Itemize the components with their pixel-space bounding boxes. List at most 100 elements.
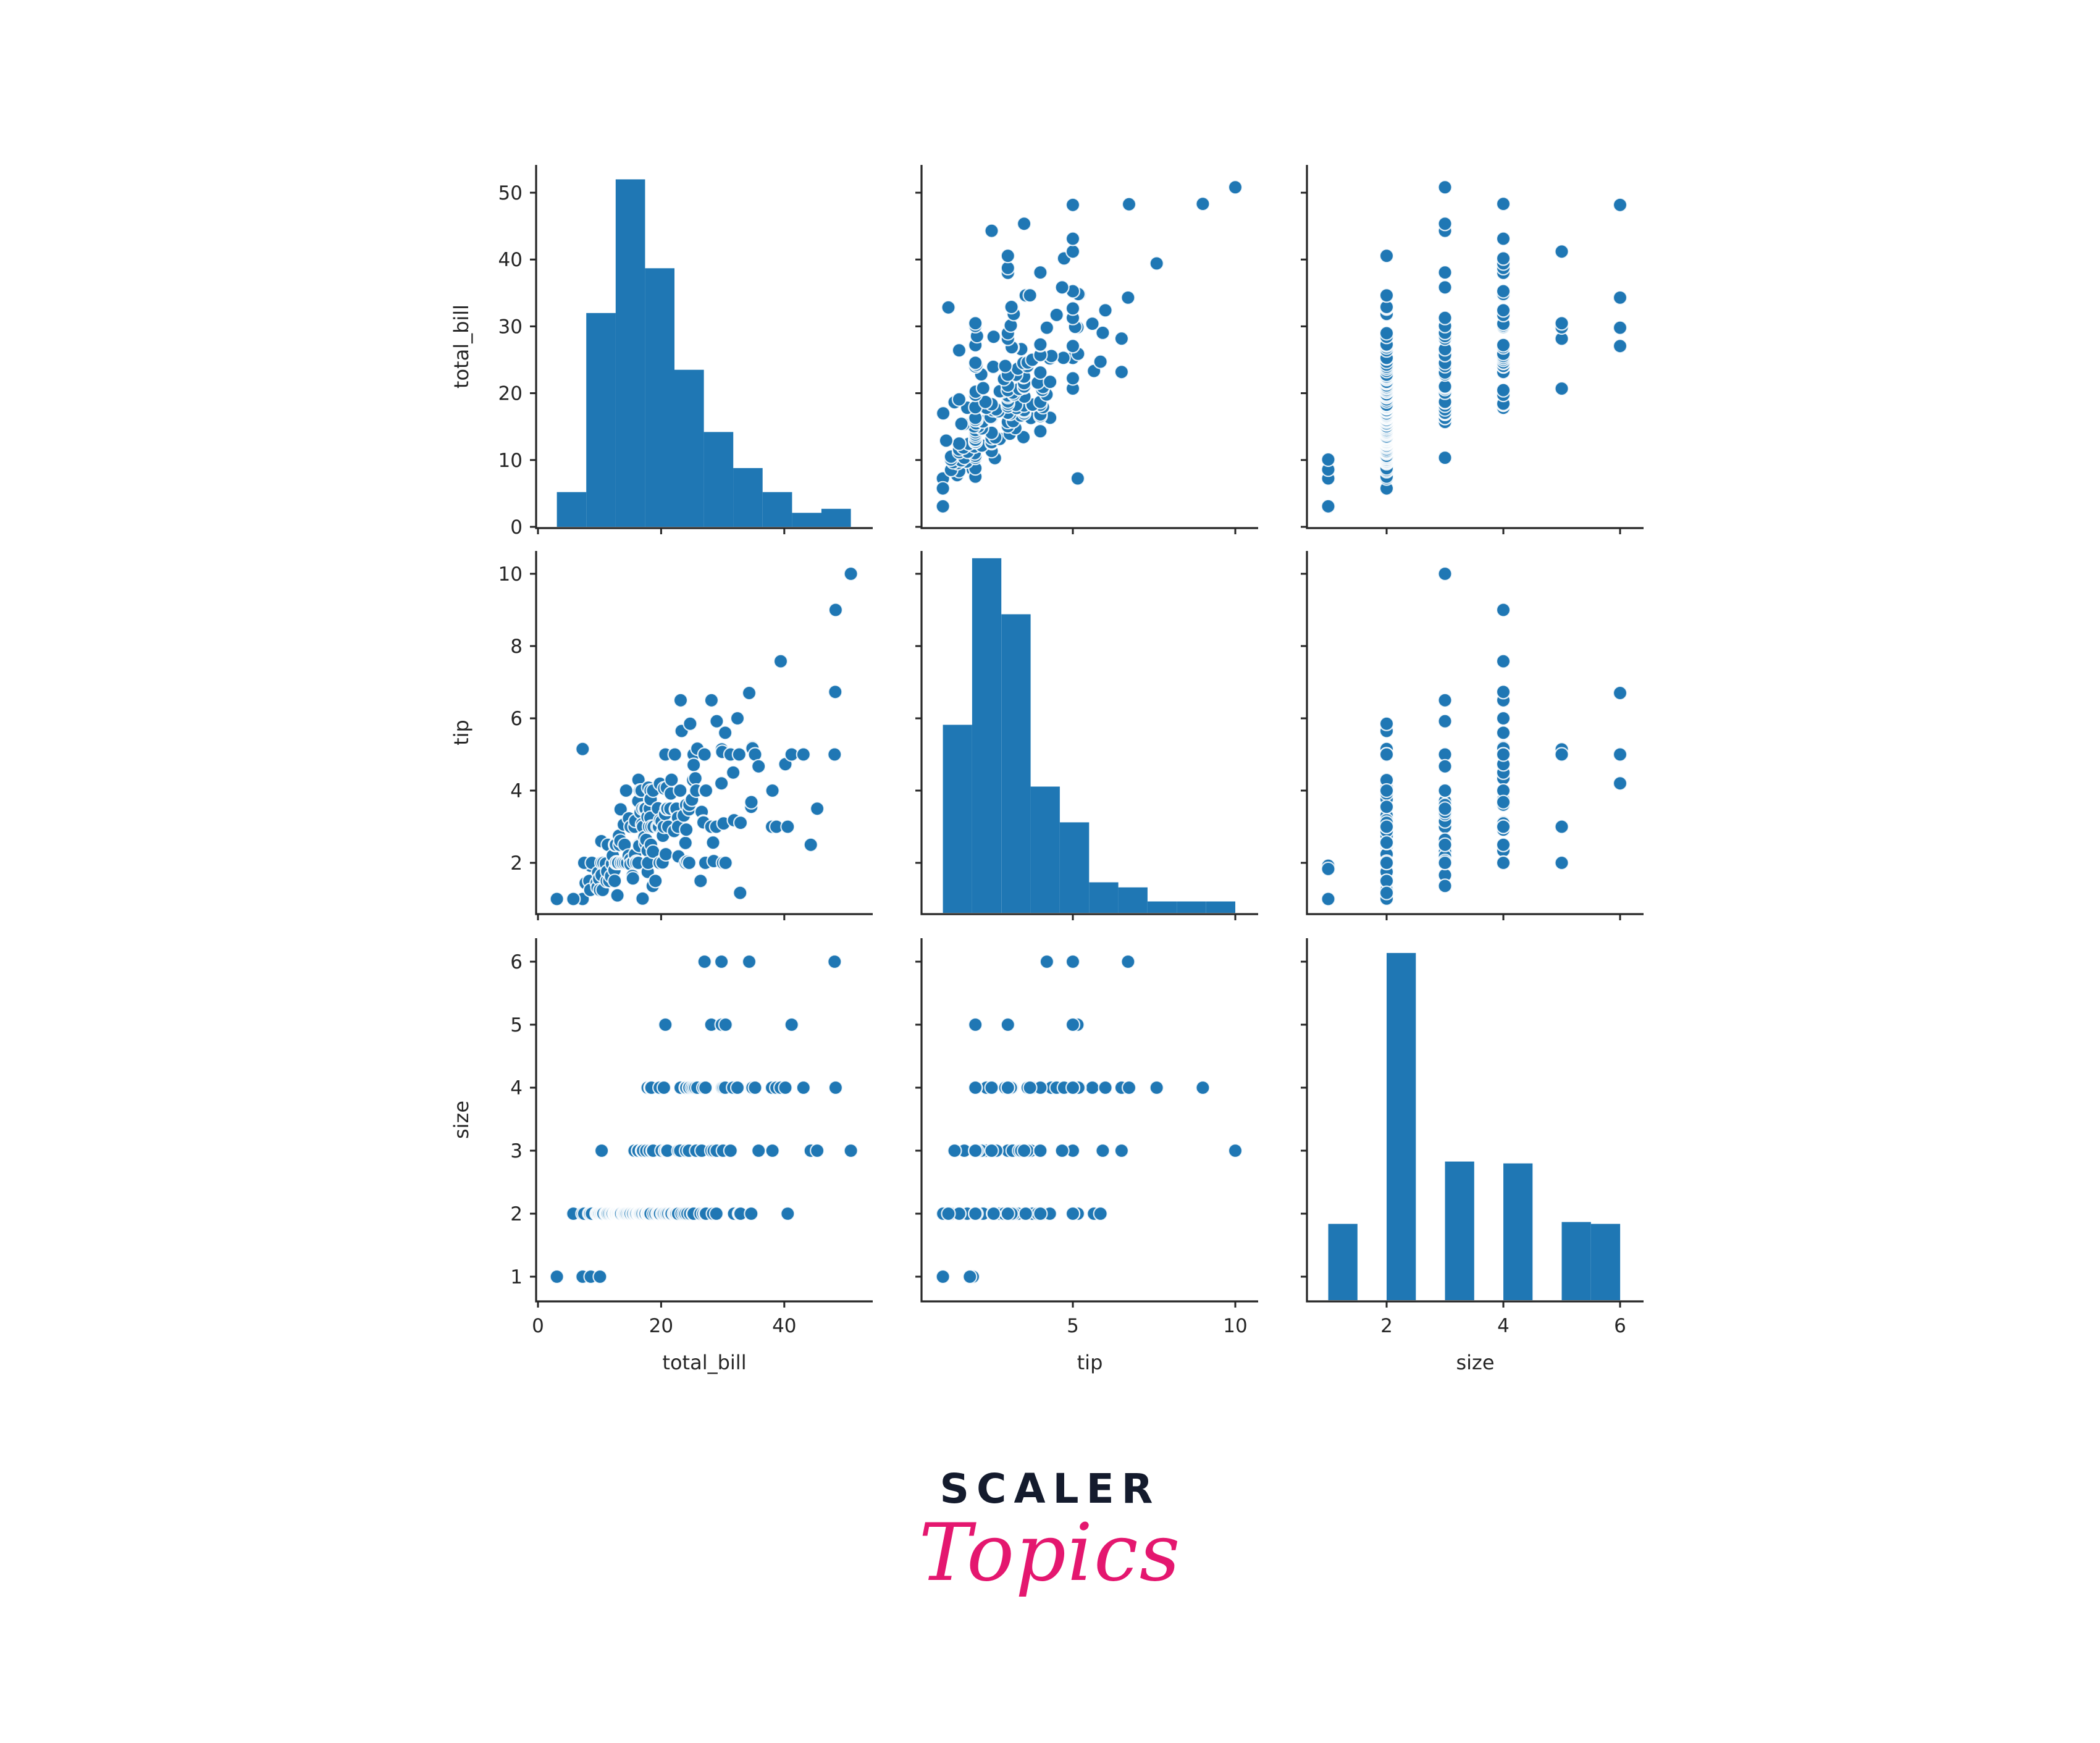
scatter-point: [1554, 244, 1569, 259]
scatter-point: [1379, 855, 1395, 871]
scatter-point: [1437, 758, 1453, 774]
scatter-point: [1495, 382, 1511, 398]
histogram-bar: [674, 369, 704, 527]
scatter-point: [784, 1017, 799, 1033]
scatter-point: [697, 747, 712, 762]
scatter-point: [1039, 954, 1055, 970]
scatter-point: [1033, 364, 1048, 380]
scatter-point: [613, 802, 628, 817]
histogram-bar: [762, 492, 792, 527]
histogram-bar: [1118, 887, 1148, 913]
scatter-point: [1149, 256, 1164, 271]
scatter-point: [592, 1269, 608, 1285]
scatter-point: [1065, 338, 1081, 354]
scatter-point: [729, 1080, 746, 1096]
scatter-point: [1095, 1143, 1111, 1159]
scatter-point: [549, 1269, 565, 1285]
y-tick-label: 4: [510, 1077, 523, 1099]
panel-tip-vs-size: [1301, 551, 1644, 920]
scatter-point: [717, 725, 733, 741]
scatter-point: [1018, 1206, 1033, 1222]
scatter-point: [1195, 196, 1211, 212]
scatter-point: [1095, 325, 1111, 341]
histogram-bar: [704, 432, 734, 527]
scatter-point: [968, 316, 983, 331]
scatter-point: [796, 747, 811, 762]
histogram-bar: [1206, 901, 1235, 913]
scatter-point: [986, 329, 1001, 345]
scatter-point: [1437, 310, 1453, 326]
scatter-point: [741, 954, 757, 970]
scatter-point: [1195, 1080, 1211, 1096]
scatter-point: [678, 822, 694, 838]
histogram-bar: [1445, 1161, 1474, 1300]
scatter-point: [566, 891, 581, 907]
scatter-point: [1612, 290, 1628, 305]
scatter-point: [1495, 251, 1511, 266]
histogram-bar: [586, 313, 616, 527]
histogram-bar: [645, 268, 674, 527]
x-tick-label: 20: [649, 1315, 673, 1337]
scatter-point: [1016, 1143, 1032, 1159]
scatter-point: [1379, 288, 1395, 303]
scatter-point: [1000, 248, 1015, 264]
histogram-bar: [1503, 1163, 1533, 1300]
scatter-point: [1054, 280, 1070, 295]
scatter-point: [704, 692, 720, 708]
scatter-point: [594, 1143, 610, 1159]
scatter-point: [1033, 337, 1048, 352]
scatter-point: [673, 692, 689, 708]
scatter-point: [733, 815, 749, 831]
scatter-point: [935, 498, 951, 514]
scatter-point: [1495, 231, 1511, 246]
x-tick-label: 2: [1380, 1315, 1393, 1337]
scatter-point: [673, 783, 688, 799]
scatter-point: [705, 835, 721, 850]
x-tick-label: 6: [1614, 1315, 1626, 1337]
scatter-point: [1437, 180, 1453, 195]
scatter-point: [708, 1206, 724, 1222]
scatter-point: [713, 776, 729, 791]
histogram-bar: [1177, 901, 1206, 913]
y-tick-label: 4: [510, 780, 523, 802]
scatter-point: [1612, 320, 1628, 335]
scatter-point: [1065, 231, 1081, 246]
scatter-point: [1022, 1080, 1038, 1096]
scatter-point: [1379, 716, 1395, 731]
scatter-point: [733, 885, 748, 901]
scatter-point: [1437, 280, 1453, 295]
scatter-point: [718, 855, 733, 871]
histogram-bar: [1060, 822, 1090, 913]
panel-total_bill-vs-size: [1301, 165, 1644, 534]
axis-spine: [920, 165, 1258, 529]
y-tick-label: 6: [510, 708, 523, 730]
scatter-point: [1554, 316, 1569, 331]
scatter-point: [1437, 855, 1453, 871]
scatter-point: [1000, 1017, 1015, 1033]
scatter-point: [1043, 374, 1058, 390]
scatter-point: [658, 846, 674, 862]
scatter-point: [1554, 380, 1569, 397]
scatter-point: [1000, 1080, 1015, 1096]
scatter-point: [1379, 835, 1395, 850]
scatter-point: [729, 710, 746, 726]
y-tick-label: 20: [498, 383, 523, 405]
scatter-point: [947, 1143, 962, 1159]
scatter-point: [828, 684, 843, 700]
scatter-point: [1049, 307, 1064, 322]
histogram-bar: [972, 558, 1002, 913]
scatter-point: [693, 873, 708, 889]
scatter-point: [828, 602, 844, 618]
scatter-point: [1022, 288, 1038, 303]
axis-spine: [1306, 551, 1644, 915]
scatter-point: [828, 1080, 844, 1096]
scatter-point: [607, 873, 623, 889]
scatter-point: [725, 765, 741, 780]
scatter-point: [962, 1269, 978, 1285]
scatter-point: [968, 1080, 983, 1096]
scatter-point: [803, 837, 818, 852]
scatter-point: [1065, 1080, 1081, 1096]
scatter-point: [1495, 337, 1511, 353]
scatter-point: [698, 783, 714, 799]
scatter-point: [935, 1269, 951, 1285]
